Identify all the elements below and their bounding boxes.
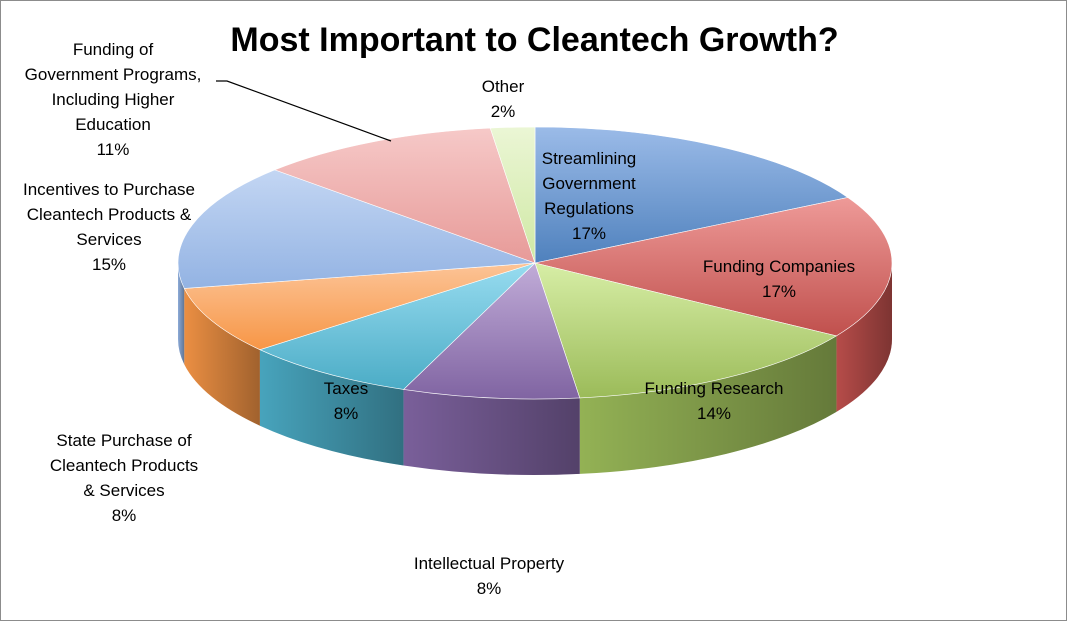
slice-label-funding-of-government-programs-including-higher-education: Funding of Government Programs, Including …: [25, 40, 202, 159]
pie-slice-other: [489, 126, 536, 264]
pie-side-walls: [178, 263, 892, 475]
pie-slice-funding-research: [534, 262, 838, 399]
pie-labels: Streamlining Government Regulations 17% Fund…: [23, 40, 855, 598]
pie-top-faces: [177, 126, 893, 400]
slice-label-funding-research: Funding Research 14%: [645, 379, 784, 423]
slice-label-other: Other 2%: [482, 77, 525, 121]
slice-label-taxes: Taxes 8%: [324, 379, 368, 423]
slice-label-funding-companies: Funding Companies 17%: [703, 257, 855, 301]
pie-side-shade: [178, 263, 185, 365]
slice-label-state-purchase-of-cleantech-products-services: State Purchase of Cleantech Products & Ser…: [50, 431, 198, 525]
pie-side-shade: [184, 288, 260, 426]
pie-side-shade: [259, 349, 404, 466]
chart-title: Most Important to Cleantech Growth?: [230, 21, 839, 59]
pie-slice-funding-of-government-programs-including-higher-education: [273, 127, 536, 264]
pie-slice-taxes: [259, 262, 536, 390]
pie-slice-streamlining-government-regulations: [534, 126, 849, 264]
pie-slice-funding-companies: [534, 197, 893, 337]
slice-label-incentives-to-purchase-cleantech-products-services: Incentives to Purchase Cleantech Products…: [23, 180, 195, 274]
slice-label-intellectual-property: Intellectual Property 8%: [414, 554, 565, 598]
pie-slice-incentives-to-purchase-cleantech-products-services: [177, 169, 536, 289]
pie-side-shade: [579, 335, 837, 474]
leader-line: [216, 80, 392, 142]
pie-slice-intellectual-property: [402, 262, 581, 400]
pie-slice-state-purchase-of-cleantech-products-services: [183, 262, 536, 351]
pie-side-shade: [403, 389, 580, 475]
slice-label-streamlining-government-regulations: Streamlining Government Regulations 17%: [542, 149, 637, 243]
pie-side-shade: [836, 263, 892, 412]
